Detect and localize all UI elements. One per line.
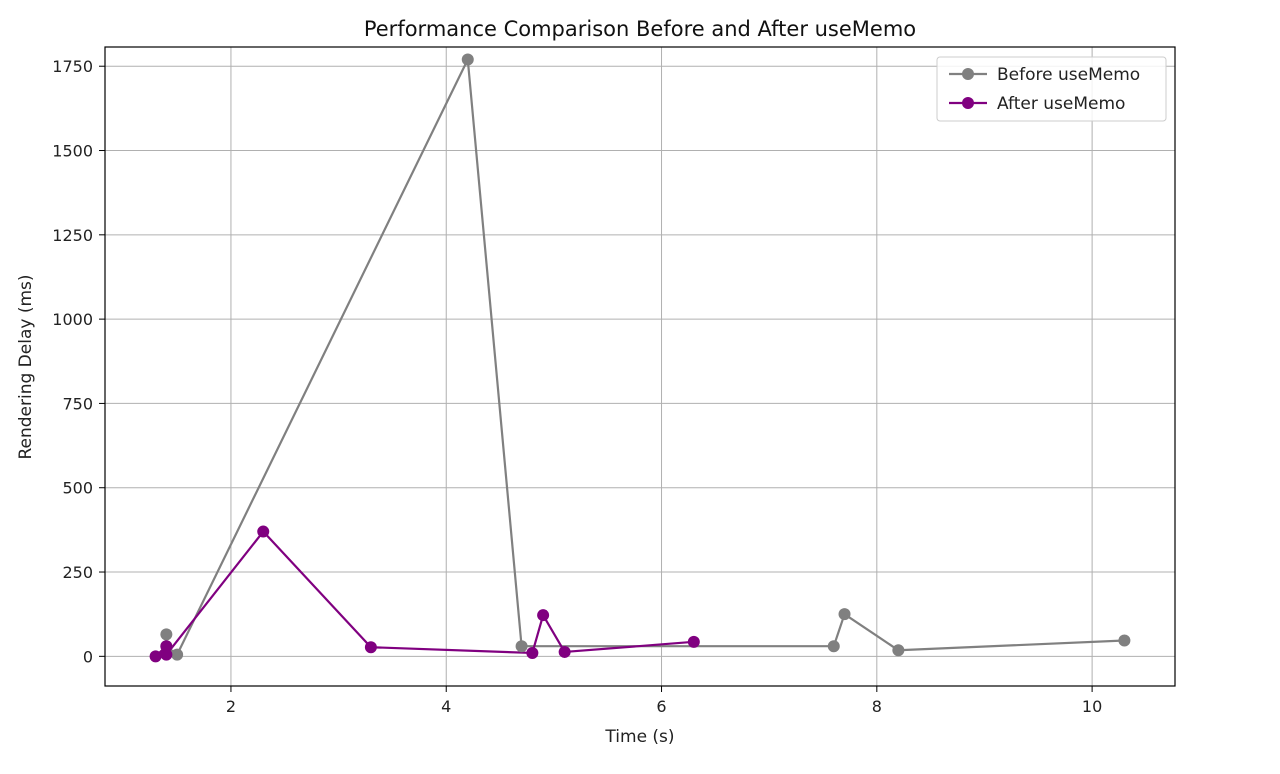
x-tick-label: 6	[656, 697, 666, 716]
series-lines	[154, 58, 1125, 658]
y-axis-label: Rendering Delay (ms)	[16, 274, 36, 459]
legend-label: After useMemo	[997, 94, 1125, 114]
series-points	[149, 53, 1131, 663]
plot-area-frame	[104, 46, 1176, 687]
x-tick-label: 4	[441, 697, 451, 716]
data-point	[461, 53, 474, 66]
y-tick-label: 750	[62, 394, 93, 413]
legend-marker	[962, 97, 974, 109]
data-point	[838, 608, 851, 621]
data-point	[160, 640, 173, 653]
legend-label: Before useMemo	[997, 65, 1140, 85]
data-point	[149, 650, 162, 663]
series-line-0	[165, 58, 1125, 656]
x-axis-ticks: 2 4 6 8 10	[226, 686, 1102, 716]
data-point	[537, 609, 550, 622]
data-point	[171, 648, 184, 661]
legend: Before useMemo After useMemo	[936, 56, 1167, 122]
series-line-1	[154, 530, 694, 658]
data-point	[526, 646, 539, 659]
x-axis-label: Time (s)	[604, 727, 674, 747]
data-point	[687, 635, 700, 648]
x-tick-label: 8	[872, 697, 882, 716]
data-point	[515, 640, 528, 653]
data-point	[892, 644, 905, 657]
legend-box	[936, 56, 1167, 122]
grid-lines	[105, 47, 1175, 686]
legend-marker	[962, 68, 974, 80]
y-tick-label: 250	[62, 563, 93, 582]
data-point	[160, 628, 173, 641]
x-tick-label: 2	[226, 697, 236, 716]
y-axis-ticks: 0 250 500 750 1000 1250 1500 1750	[52, 57, 105, 666]
data-point	[257, 525, 270, 538]
y-tick-label: 1750	[52, 57, 93, 76]
y-tick-label: 1000	[52, 310, 93, 329]
data-point	[827, 640, 840, 653]
y-tick-label: 1500	[52, 142, 93, 161]
y-tick-label: 1250	[52, 226, 93, 245]
y-tick-label: 0	[83, 647, 93, 666]
data-point	[558, 645, 571, 658]
x-tick-label: 10	[1082, 697, 1102, 716]
y-tick-label: 500	[62, 479, 93, 498]
data-point	[364, 641, 377, 654]
chart-title: Performance Comparison Before and After …	[364, 17, 916, 41]
data-point	[160, 648, 173, 661]
data-point	[1118, 634, 1131, 647]
